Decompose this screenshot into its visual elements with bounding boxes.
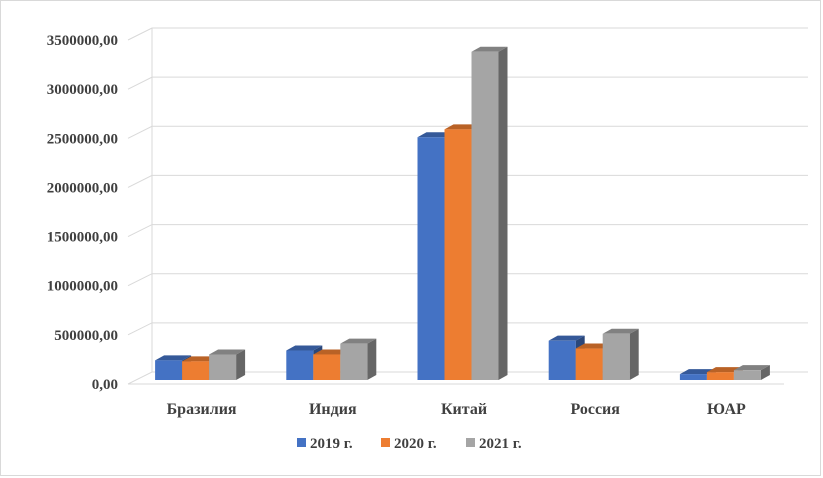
bar-top bbox=[209, 349, 246, 355]
bar bbox=[340, 338, 377, 380]
bar-side bbox=[760, 365, 770, 380]
legend-label: 2020 г. bbox=[394, 436, 437, 452]
bar-front bbox=[209, 354, 237, 380]
x-category-label: Бразилия bbox=[167, 401, 237, 418]
bar-front bbox=[733, 370, 761, 380]
bar-front bbox=[340, 343, 368, 380]
y-axis-ticks: 0,00 500000,00 1000000,00 1500000,00 2000000… bbox=[47, 33, 118, 393]
bar bbox=[602, 328, 639, 380]
bar-side bbox=[367, 338, 377, 380]
bar-front bbox=[182, 361, 210, 380]
bar-top bbox=[602, 328, 639, 334]
legend-item: 2020 г. bbox=[381, 436, 437, 452]
bar-front bbox=[575, 348, 603, 380]
legend: 2019 г. 2020 г. 2021 г. bbox=[297, 436, 522, 452]
bar-front bbox=[548, 340, 576, 380]
bar-top bbox=[155, 355, 192, 361]
y-tick-label: 3500000,00 bbox=[47, 33, 118, 49]
bar-top bbox=[286, 345, 323, 351]
x-category-label: Россия bbox=[570, 401, 620, 418]
y-tick-label: 0,00 bbox=[92, 377, 118, 393]
legend-swatch bbox=[381, 438, 390, 447]
x-category-label: Индия bbox=[309, 401, 357, 418]
y-tick-label: 3000000,00 bbox=[47, 82, 118, 98]
bar-front bbox=[313, 354, 341, 380]
bar-front bbox=[706, 372, 734, 380]
bar-side bbox=[629, 328, 639, 380]
bar-side bbox=[498, 46, 508, 381]
bar-side bbox=[236, 349, 246, 380]
x-category-label: ЮАР bbox=[707, 401, 746, 418]
bars bbox=[155, 46, 770, 381]
legend-item: 2019 г. bbox=[297, 436, 353, 452]
y-tick-label: 2500000,00 bbox=[47, 131, 118, 147]
x-category-label: Китай bbox=[441, 401, 487, 418]
gridline bbox=[127, 76, 808, 90]
bar bbox=[733, 365, 770, 380]
legend-label: 2019 г. bbox=[310, 436, 353, 452]
bar-front bbox=[602, 333, 630, 380]
legend-item: 2021 г. bbox=[466, 436, 522, 452]
bar-top bbox=[548, 335, 585, 341]
bar-front bbox=[679, 374, 707, 380]
bar-front bbox=[444, 129, 472, 380]
x-axis-categories: Бразилия Индия Китай Россия ЮАР bbox=[167, 401, 746, 418]
bar-front bbox=[155, 360, 183, 380]
bar bbox=[209, 349, 246, 380]
gridline bbox=[127, 27, 808, 41]
bar-top bbox=[471, 46, 508, 52]
bar bbox=[471, 46, 508, 381]
y-tick-label: 500000,00 bbox=[54, 328, 118, 344]
legend-swatch bbox=[297, 438, 306, 447]
legend-label: 2021 г. bbox=[479, 436, 522, 452]
bar-top bbox=[340, 338, 377, 344]
bar-front bbox=[471, 51, 499, 381]
y-tick-label: 2000000,00 bbox=[47, 180, 118, 196]
y-tick-label: 1500000,00 bbox=[47, 230, 118, 246]
y-tick-label: 1000000,00 bbox=[47, 279, 118, 295]
legend-swatch bbox=[466, 438, 475, 447]
bar-front bbox=[417, 137, 445, 380]
bar-top bbox=[733, 365, 770, 371]
bar-front bbox=[286, 350, 314, 380]
